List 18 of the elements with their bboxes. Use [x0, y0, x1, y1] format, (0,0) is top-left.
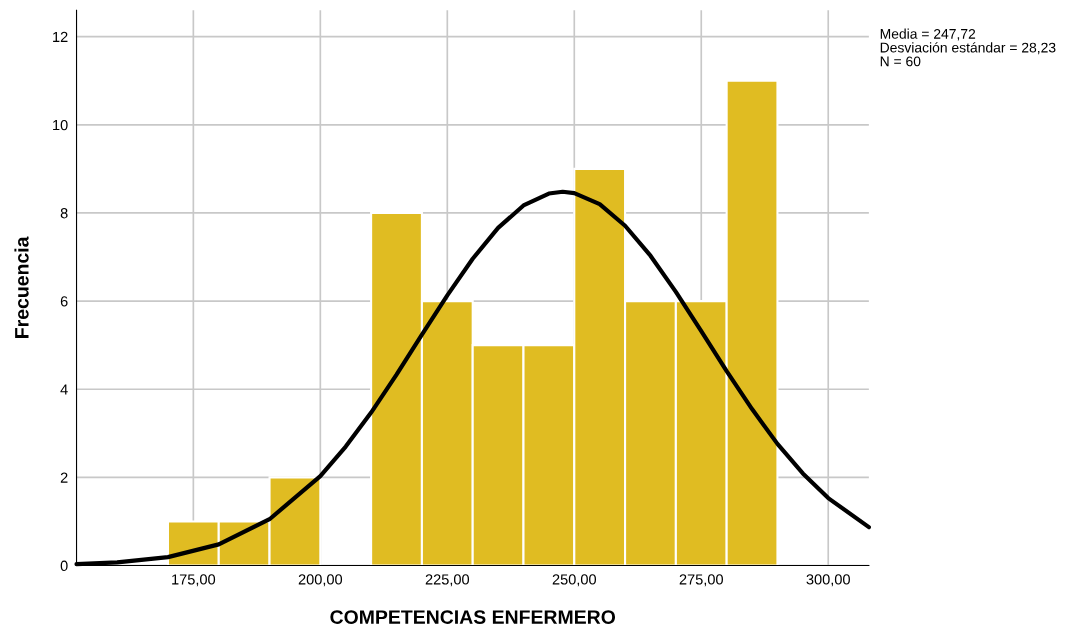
text: Media = 247,72	[880, 28, 976, 41]
text: Desviación estándar = 28,23	[880, 42, 1056, 55]
y-tick-label: 8	[60, 208, 68, 219]
text: N = 60	[880, 56, 921, 67]
x-tick-label: 275,00	[679, 574, 723, 587]
x-tick-label: 175,00	[172, 574, 216, 587]
y-tick-label: 2	[60, 472, 68, 483]
x-tick-label: 225,00	[425, 574, 470, 587]
y-tick-label: 10	[53, 119, 68, 131]
y-axis-title: Frecuencia	[14, 236, 29, 338]
x-axis-title: COMPETENCIAS ENFERMERO	[330, 610, 616, 624]
y-tick-label: 0	[60, 560, 68, 571]
x-tick-label: 300,00	[806, 574, 850, 587]
y-tick-label: 4	[60, 384, 68, 395]
y-tick-label: 12	[53, 31, 68, 42]
x-tick-label: 250,00	[552, 574, 597, 587]
x-tick-label: 200,00	[298, 574, 343, 587]
y-tick-label: 6	[60, 296, 68, 307]
